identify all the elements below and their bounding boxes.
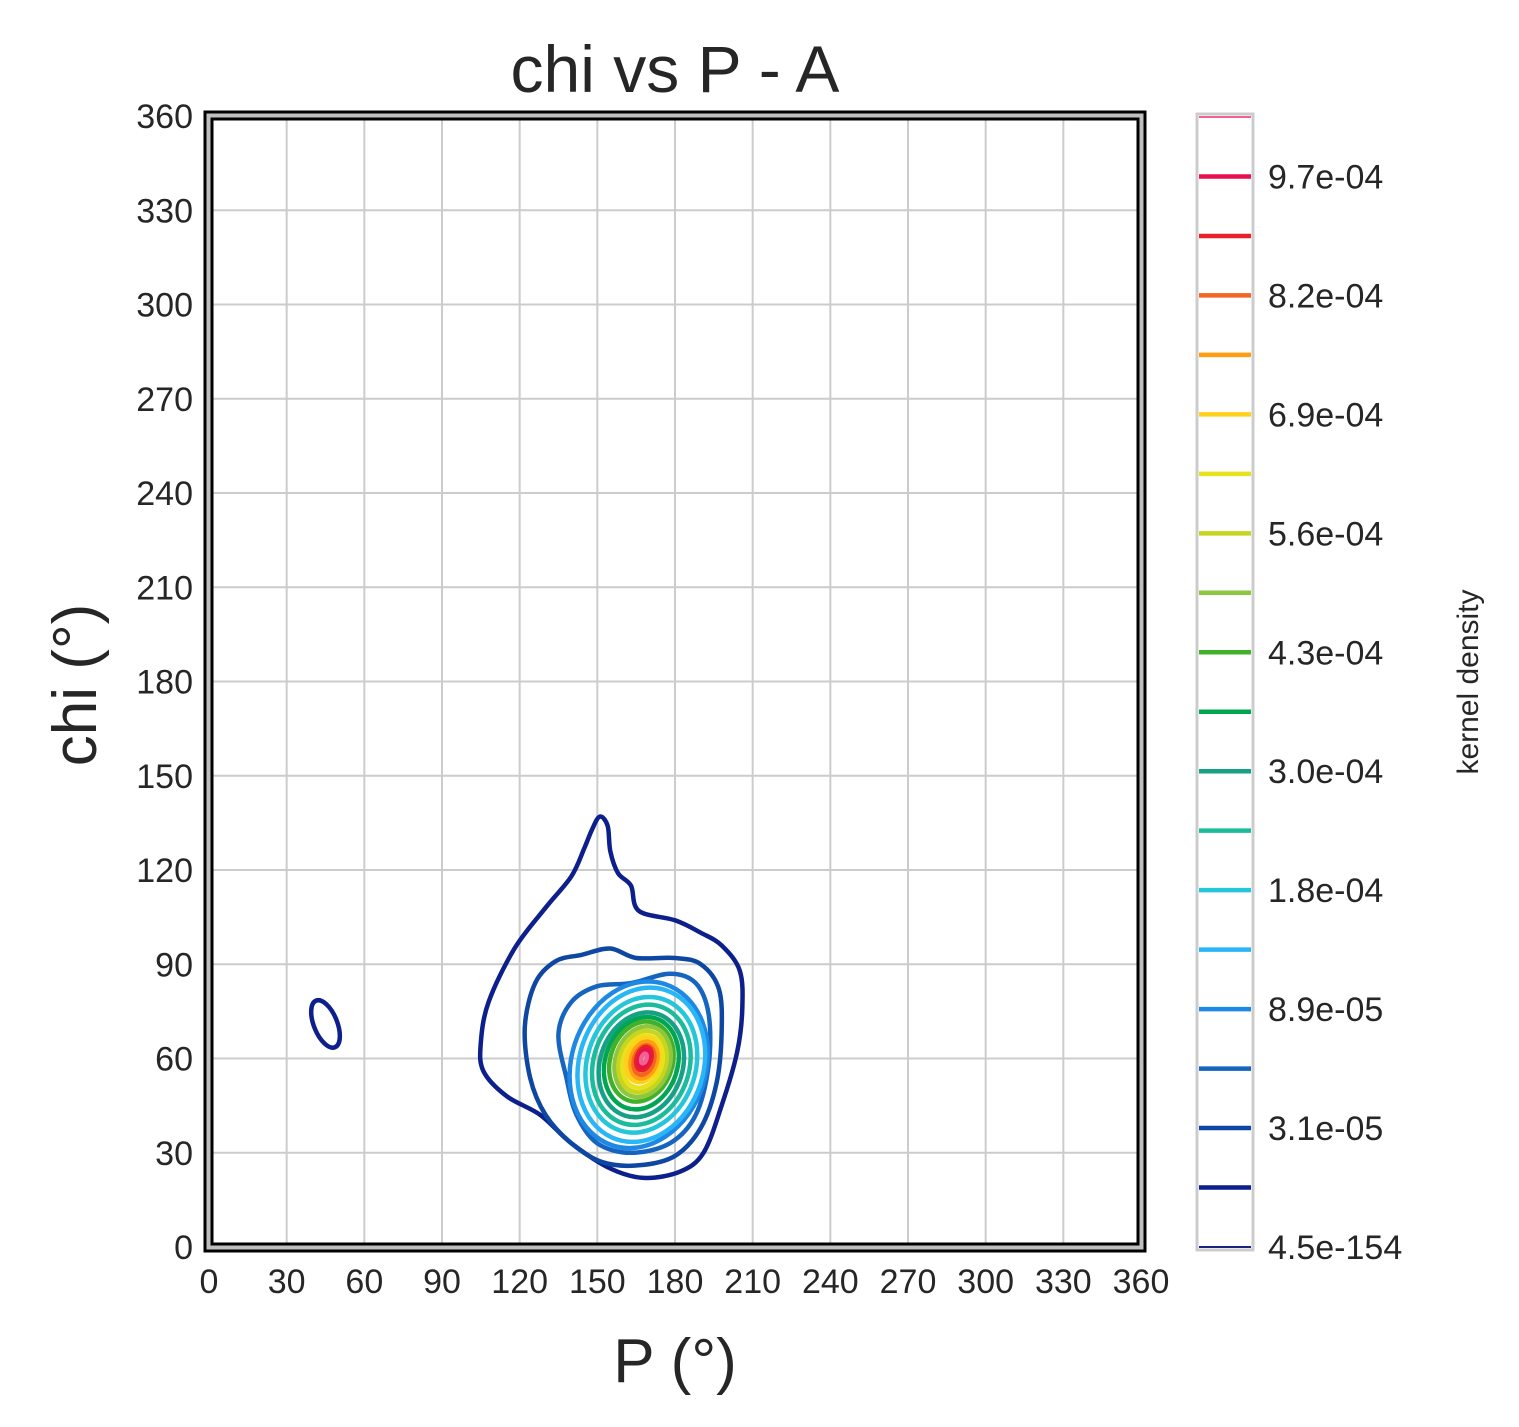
y-tick-label: 30 — [155, 1135, 193, 1173]
colorbar-label: kernel density — [1452, 589, 1485, 774]
colorbar-tick-label: 8.9e-05 — [1268, 991, 1383, 1029]
axis-ticks: 0 30 60 90 120 150 180 210 240 270 300 330 360 0 30 60 9… — [136, 98, 1169, 1301]
x-tick-label: 360 — [1113, 1263, 1170, 1301]
x-tick-label: 300 — [957, 1263, 1014, 1301]
contour-line-1 — [522, 946, 725, 1169]
y-tick-label: 360 — [136, 98, 193, 136]
colorbar-tick-label: 1.8e-04 — [1268, 872, 1383, 910]
colorbar-tick-label: 4.5e-154 — [1268, 1229, 1402, 1267]
secondary-contour — [308, 997, 343, 1050]
colorbar-tick-label: 4.3e-04 — [1268, 634, 1383, 672]
y-tick-label: 0 — [174, 1229, 193, 1267]
contour-lines — [308, 814, 745, 1181]
contour-line-6 — [589, 1002, 693, 1128]
y-tick-label: 60 — [155, 1041, 193, 1079]
x-tick-label: 60 — [345, 1263, 383, 1301]
contour-line-7 — [596, 1010, 687, 1120]
colorbar-tick-label: 3.1e-05 — [1268, 1110, 1383, 1148]
contour-line-3 — [567, 979, 711, 1151]
x-tick-label: 30 — [268, 1263, 306, 1301]
colorbar-tick-label: 6.9e-04 — [1268, 396, 1383, 434]
x-tick-label: 150 — [569, 1263, 626, 1301]
y-tick-label: 120 — [136, 852, 193, 890]
colorbar: 4.5e-154 3.1e-05 8.9e-05 1.8e-04 3.0e-04 4.3e… — [1195, 112, 1402, 1267]
y-axis-label: chi (°) — [41, 604, 110, 767]
x-tick-label: 270 — [880, 1263, 937, 1301]
colorbar-tick-label: 8.2e-04 — [1268, 277, 1383, 315]
x-tick-label: 90 — [423, 1263, 461, 1301]
contour-line-5 — [583, 994, 700, 1135]
plot-frame — [203, 110, 1147, 1253]
x-tick-label: 180 — [647, 1263, 704, 1301]
contour-line-11 — [616, 1028, 670, 1095]
contour-line-9 — [606, 1019, 676, 1104]
y-tick-label: 150 — [136, 758, 193, 796]
frame-middle — [206, 113, 1144, 1250]
y-tick-label: 300 — [136, 287, 193, 325]
y-tick-label: 180 — [136, 664, 193, 702]
colorbar-tick-label: 3.0e-04 — [1268, 753, 1383, 791]
y-tick-label: 240 — [136, 475, 193, 513]
frame-outer — [203, 110, 1147, 1253]
y-tick-label: 90 — [155, 946, 193, 984]
x-tick-label: 210 — [724, 1263, 781, 1301]
y-tick-label: 330 — [136, 192, 193, 230]
contour-line-10 — [612, 1024, 674, 1100]
colorbar-box — [1195, 112, 1255, 1252]
chart-title: chi vs P - A — [511, 32, 840, 106]
x-tick-label: 0 — [200, 1263, 219, 1301]
contour-line-4 — [575, 985, 708, 1145]
contour-line-16 — [633, 1044, 655, 1073]
colorbar-tick-label: 5.6e-04 — [1268, 515, 1383, 553]
contour-line-18 — [638, 1051, 650, 1066]
y-tick-label: 210 — [136, 569, 193, 607]
x-tick-label: 330 — [1035, 1263, 1092, 1301]
contour-line-8 — [601, 1014, 682, 1112]
x-tick-label: 120 — [491, 1263, 548, 1301]
x-tick-label: 240 — [802, 1263, 859, 1301]
x-axis-label: P (°) — [613, 1327, 737, 1396]
frame-inner — [210, 117, 1140, 1246]
y-tick-label: 270 — [136, 381, 193, 419]
contour-line-12 — [620, 1033, 666, 1090]
colorbar-tick-label: 9.7e-04 — [1268, 158, 1383, 196]
contour-line-14 — [628, 1039, 660, 1081]
